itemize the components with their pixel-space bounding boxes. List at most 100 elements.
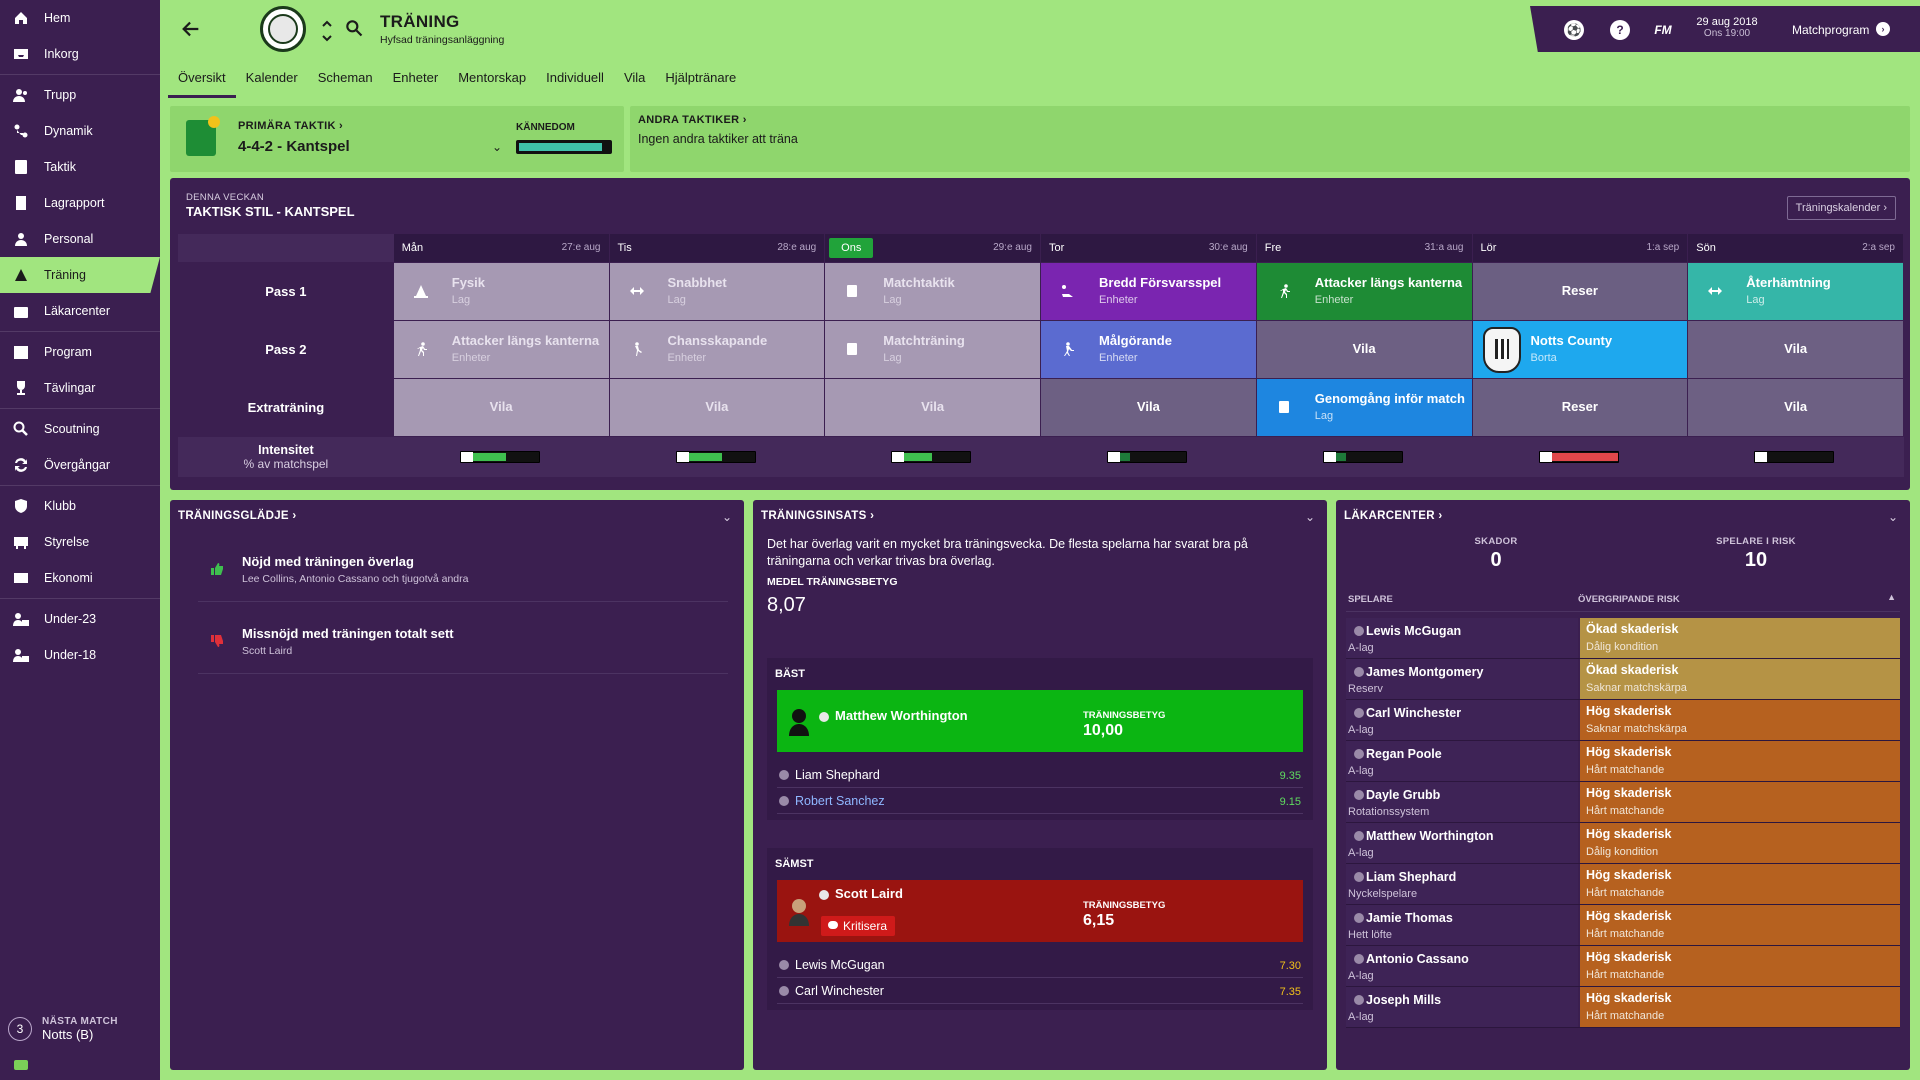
happiness-title[interactable]: TRÄNINGSGLÄDJE › xyxy=(178,510,297,522)
search-icon[interactable] xyxy=(344,18,366,40)
training-session-cell[interactable]: Reser xyxy=(1472,263,1688,320)
training-session-cell[interactable]: Vila xyxy=(1688,321,1903,378)
sidebar-item-läkarcenter[interactable]: Läkarcenter xyxy=(0,293,160,329)
medical-row[interactable]: Matthew Worthington A-lag Hög skaderisk Dål… xyxy=(1346,823,1900,864)
tab-3[interactable]: Enheter xyxy=(392,70,439,85)
player-row[interactable]: Lewis McGugan 7.30 xyxy=(777,952,1303,978)
sidebar-item-övergångar[interactable]: Övergångar xyxy=(0,447,160,483)
best-player-card[interactable]: Matthew Worthington TRÄNINGSBETYG 10,00 xyxy=(777,690,1303,752)
sidebar-item-program[interactable]: Program xyxy=(0,334,160,370)
best-player-name[interactable]: Matthew Worthington xyxy=(835,708,968,723)
medical-row[interactable]: Liam Shephard Nyckelspelare Hög skaderisk H… xyxy=(1346,864,1900,905)
player-name[interactable]: Antonio Cassano xyxy=(1366,952,1469,966)
worst-player-card[interactable]: Scott Laird Kritisera TRÄNINGSBETYG 6,15 xyxy=(777,880,1303,942)
happiness-item[interactable]: Missnöjd med träningen totalt sett Scott … xyxy=(198,612,728,674)
tab-2[interactable]: Scheman xyxy=(317,70,373,85)
club-crest[interactable] xyxy=(260,6,306,52)
player-name[interactable]: Regan Poole xyxy=(1366,747,1442,761)
player-name[interactable]: Jamie Thomas xyxy=(1366,911,1453,925)
training-session-cell[interactable]: Målgörande Enheter xyxy=(1041,321,1256,378)
training-session-cell[interactable]: Vila xyxy=(1688,379,1903,436)
sidebar-item-klubb[interactable]: Klubb xyxy=(0,488,160,524)
medical-row[interactable]: Jamie Thomas Hett löfte Hög skaderisk Hårt … xyxy=(1346,905,1900,946)
player-row[interactable]: Liam Shephard 9.35 xyxy=(777,762,1303,788)
player-name[interactable]: Carl Winchester xyxy=(795,984,884,998)
sidebar-item-ekonomi[interactable]: Ekonomi xyxy=(0,560,160,596)
info-icon[interactable] xyxy=(779,960,789,970)
info-icon[interactable] xyxy=(1354,913,1364,923)
chevron-down-icon[interactable]: ⌄ xyxy=(1887,510,1898,524)
criticize-button[interactable]: Kritisera xyxy=(821,916,896,936)
sidebar-item-dynamik[interactable]: Dynamik xyxy=(0,113,160,149)
training-session-cell[interactable]: Chansskapande Enheter xyxy=(609,321,825,378)
player-row[interactable]: Robert Sanchez 9.15 xyxy=(777,788,1303,814)
tab-6[interactable]: Vila xyxy=(623,70,646,85)
training-session-cell[interactable]: Återhämtning Lag xyxy=(1688,263,1903,320)
medical-row[interactable]: Regan Poole A-lag Hög skaderisk Hårt matcha… xyxy=(1346,741,1900,782)
training-session-cell[interactable]: Bredd Försvarsspel Enheter xyxy=(1041,263,1256,320)
chevron-down-icon[interactable]: ⌄ xyxy=(721,510,732,524)
sidebar-item-hem[interactable]: Hem xyxy=(0,0,160,36)
happiness-item[interactable]: Nöjd med träningen överlag Lee Collins, A… xyxy=(198,540,728,602)
training-session-cell[interactable]: Matchtaktik Lag xyxy=(825,263,1040,320)
tab-5[interactable]: Individuell xyxy=(546,70,604,85)
training-session-cell[interactable]: Notts County Borta xyxy=(1472,321,1688,378)
sidebar-item-trupp[interactable]: Trupp xyxy=(0,77,160,113)
other-tactics-box[interactable]: ANDRA TAKTIKER › Ingen andra taktiker at… xyxy=(630,106,1910,172)
sort-up-icon[interactable]: ▲ xyxy=(1887,592,1896,602)
training-session-cell[interactable]: Snabbhet Lag xyxy=(609,263,825,320)
tab-1[interactable]: Kalender xyxy=(245,70,298,85)
status-icon[interactable] xyxy=(14,1060,28,1070)
training-session-cell[interactable]: Vila xyxy=(1256,321,1472,378)
info-icon[interactable] xyxy=(819,890,829,900)
player-name[interactable]: Liam Shephard xyxy=(1366,870,1457,884)
info-icon[interactable] xyxy=(1354,790,1364,800)
training-session-cell[interactable]: Vila xyxy=(609,379,825,436)
continue-arrow-icon[interactable]: › xyxy=(1876,22,1890,36)
info-icon[interactable] xyxy=(1354,831,1364,841)
medical-row[interactable]: Joseph Mills A-lag Hög skaderisk Hårt match… xyxy=(1346,987,1900,1028)
sidebar-item-styrelse[interactable]: Styrelse xyxy=(0,524,160,560)
info-icon[interactable] xyxy=(1354,626,1364,636)
ball-icon[interactable]: ⚽ xyxy=(1564,20,1584,40)
training-session-cell[interactable]: Matchträning Lag xyxy=(825,321,1040,378)
sidebar-item-personal[interactable]: Personal xyxy=(0,221,160,257)
worst-player-name[interactable]: Scott Laird xyxy=(835,886,903,901)
training-session-cell[interactable]: Attacker längs kanterna Enheter xyxy=(393,321,609,378)
player-name[interactable]: Lewis McGugan xyxy=(795,958,885,972)
sidebar-item-inkorg[interactable]: Inkorg xyxy=(0,36,160,72)
help-icon[interactable]: ? xyxy=(1610,20,1630,40)
training-session-cell[interactable]: Genomgång inför match Lag xyxy=(1256,379,1472,436)
player-name[interactable]: Matthew Worthington xyxy=(1366,829,1494,843)
medical-row[interactable]: Antonio Cassano A-lag Hög skaderisk Hårt ma… xyxy=(1346,946,1900,987)
up-down-chevron-icon[interactable] xyxy=(320,16,334,46)
player-name[interactable]: Carl Winchester xyxy=(1366,706,1462,720)
tab-7[interactable]: Hjälptränare xyxy=(665,70,737,85)
col-player[interactable]: SPELARE xyxy=(1348,594,1393,605)
primary-tactic-box[interactable]: PRIMÄRA TAKTIK › 4-4-2 - Kantspel ⌄ KÄNN… xyxy=(170,106,624,172)
training-session-cell[interactable]: Vila xyxy=(1041,379,1256,436)
chevron-down-icon[interactable]: ⌄ xyxy=(1304,510,1315,524)
medical-row[interactable]: Lewis McGugan A-lag Ökad skaderisk Dålig ko… xyxy=(1346,618,1900,659)
sidebar-item-taktik[interactable]: Taktik xyxy=(0,149,160,185)
sidebar-item-träning[interactable]: Träning xyxy=(0,257,160,293)
info-icon[interactable] xyxy=(779,986,789,996)
training-session-cell[interactable]: Vila xyxy=(825,379,1040,436)
other-tactics-label[interactable]: ANDRA TAKTIKER › xyxy=(638,114,747,126)
player-name[interactable]: Liam Shephard xyxy=(795,768,880,782)
player-name[interactable]: James Montgomery xyxy=(1366,665,1484,679)
medical-row[interactable]: Dayle Grubb Rotationssystem Hög skaderisk H… xyxy=(1346,782,1900,823)
sidebar-item-scoutning[interactable]: Scoutning xyxy=(0,411,160,447)
info-icon[interactable] xyxy=(819,712,829,722)
training-session-cell[interactable]: Attacker längs kanterna Enheter xyxy=(1256,263,1472,320)
training-session-cell[interactable]: Reser xyxy=(1472,379,1688,436)
training-session-cell[interactable]: Vila xyxy=(393,379,609,436)
effort-title[interactable]: TRÄNINGSINSATS › xyxy=(761,510,875,522)
primary-tactic-label[interactable]: PRIMÄRA TAKTIK › xyxy=(238,120,344,132)
training-session-cell[interactable]: Fysik Lag xyxy=(393,263,609,320)
player-name[interactable]: Joseph Mills xyxy=(1366,993,1442,1007)
continue-button-label[interactable]: Matchprogram xyxy=(1792,23,1870,37)
info-icon[interactable] xyxy=(1354,667,1364,677)
tab-0[interactable]: Översikt xyxy=(168,62,236,98)
medical-row[interactable]: James Montgomery Reserv Ökad skaderisk Sakn… xyxy=(1346,659,1900,700)
